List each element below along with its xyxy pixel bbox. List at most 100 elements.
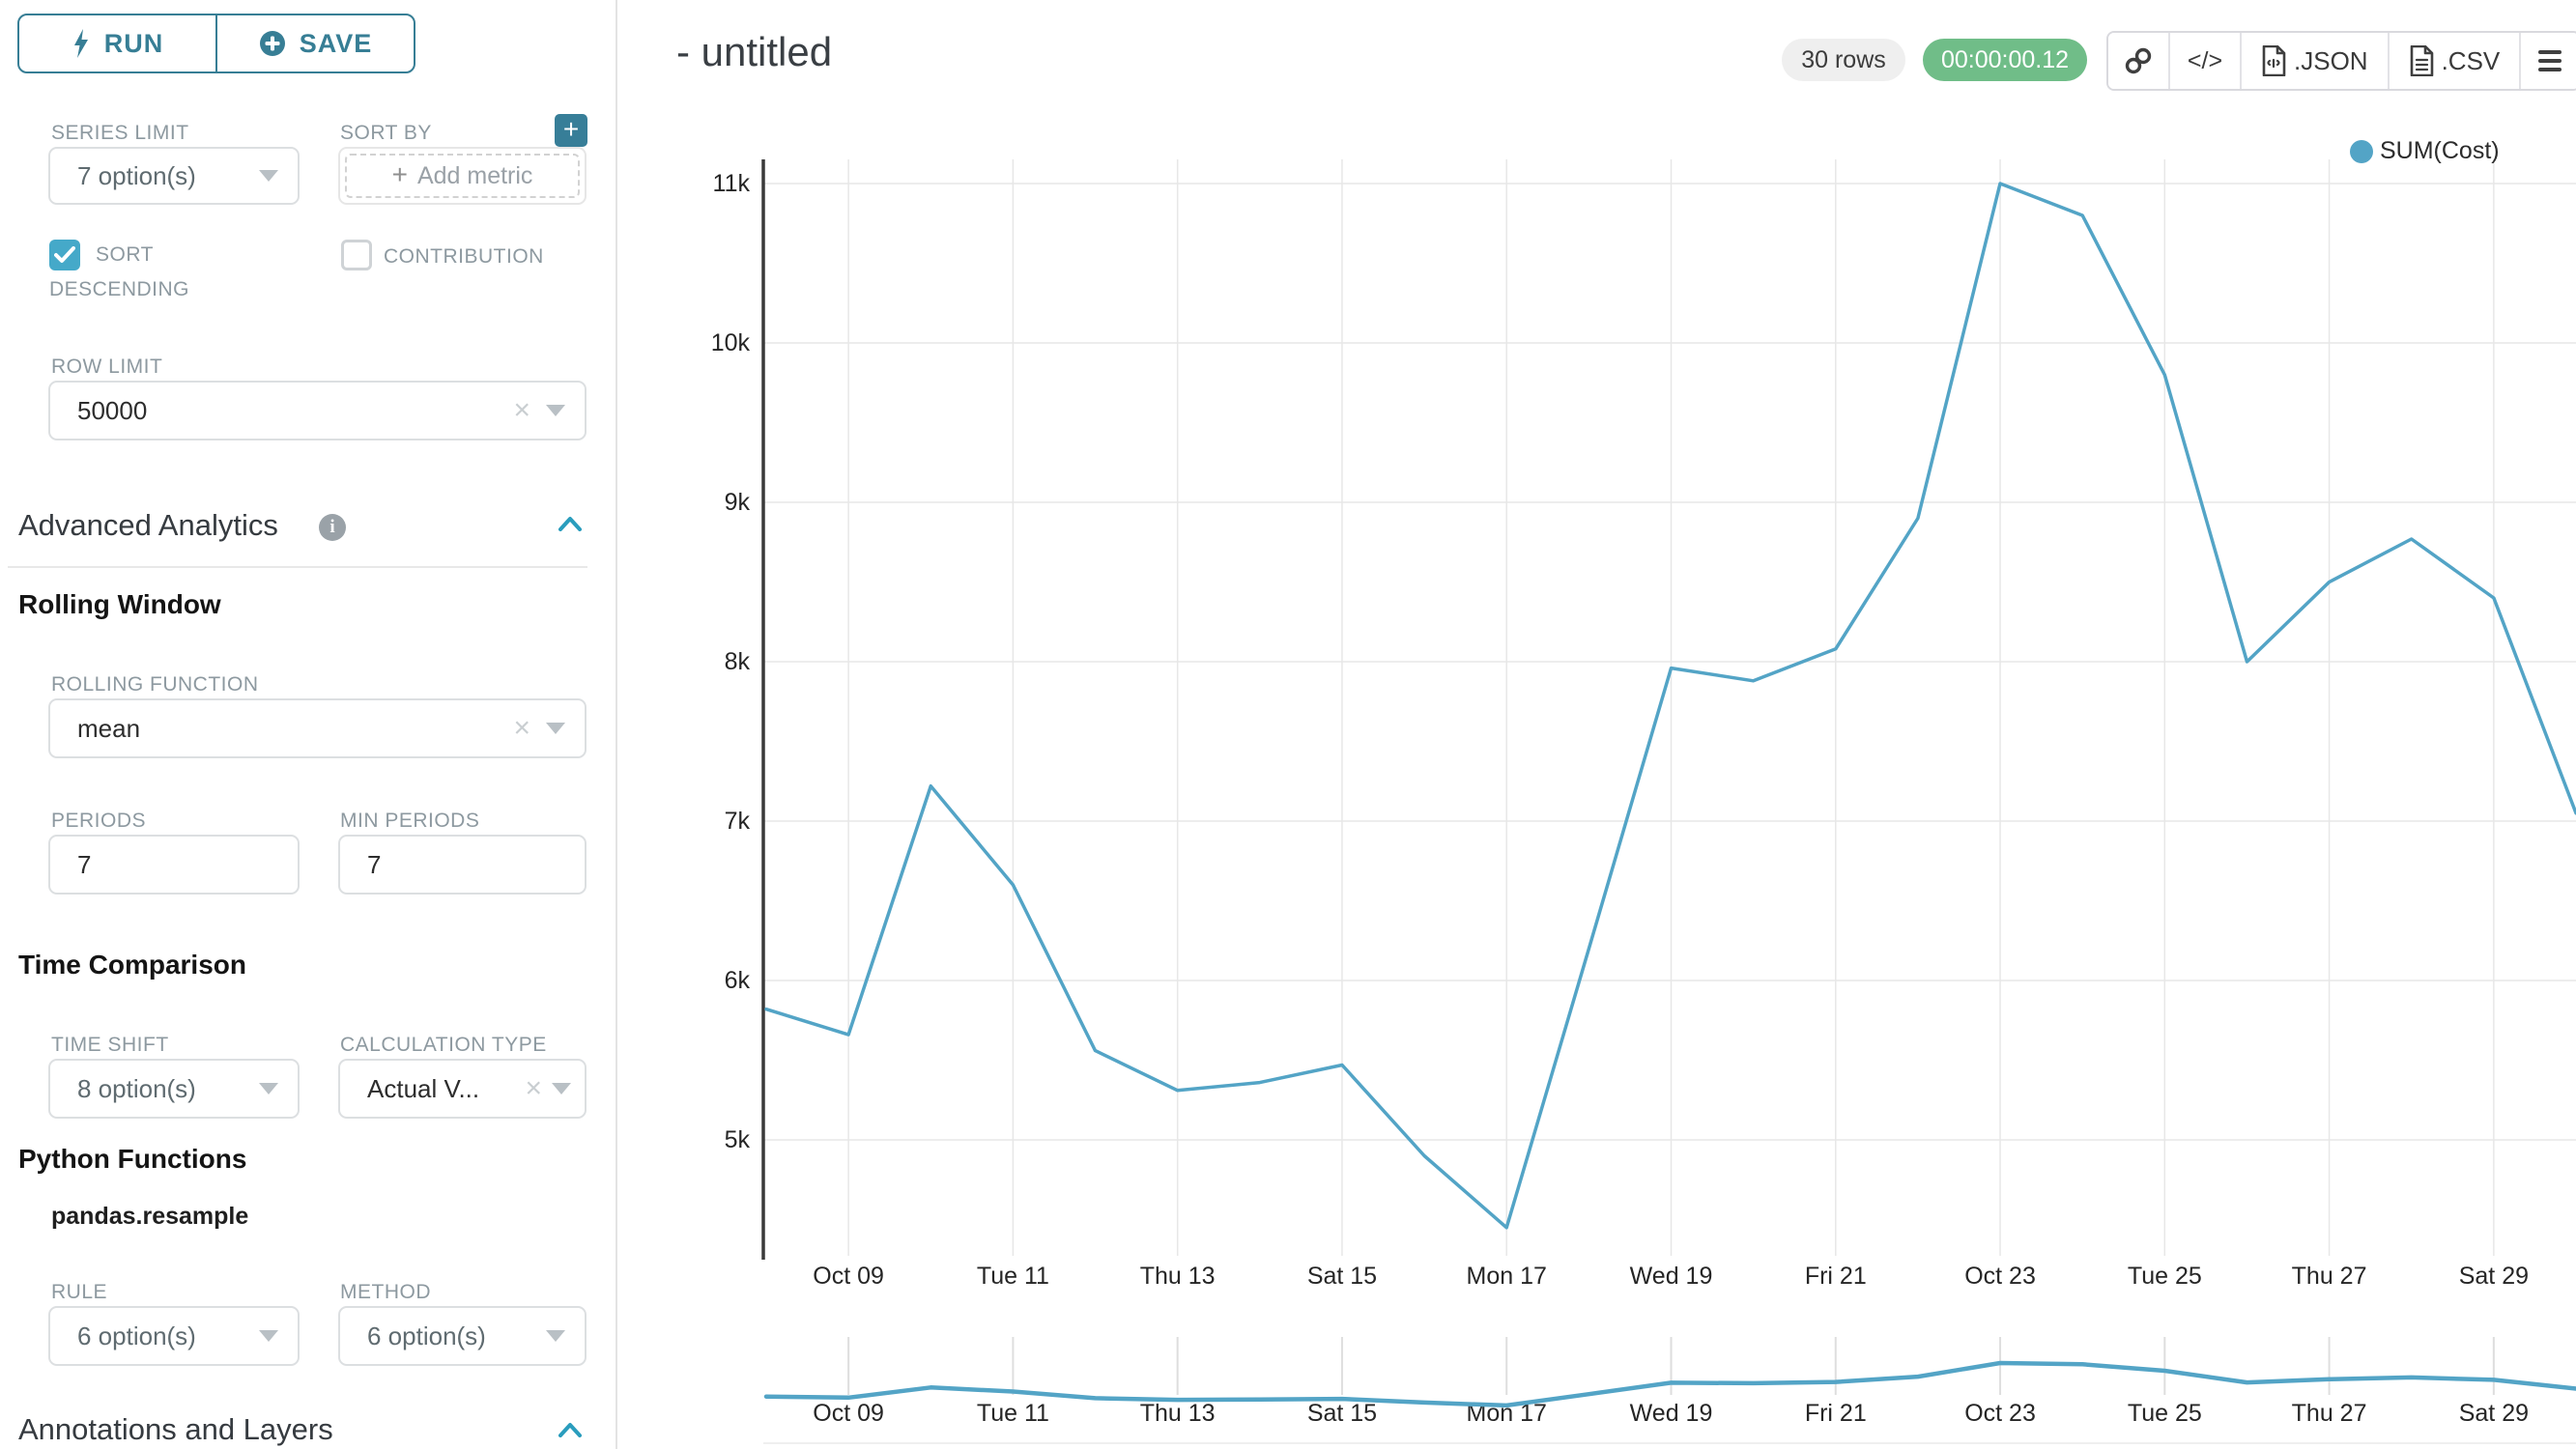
chart-title[interactable]: - untitled: [676, 29, 833, 74]
rolling-function-label: ROLLING FUNCTION: [51, 673, 259, 696]
y-axis-tick-label: 5k: [724, 1126, 750, 1153]
y-axis-tick-label: 9k: [724, 489, 750, 516]
run-button[interactable]: RUN: [19, 15, 217, 71]
collapse-chevron-icon[interactable]: [558, 516, 582, 531]
mini-x-tick-label: Thu 27: [2291, 1400, 2367, 1427]
x-axis-tick-label: Oct 23: [1964, 1263, 2036, 1290]
method-label: METHOD: [340, 1281, 431, 1303]
x-axis-tick-label: Oct 09: [813, 1263, 884, 1290]
legend-label: SUM(Cost): [2380, 137, 2500, 164]
series-line: [764, 182, 2576, 1230]
x-axis-tick-label: Sat 29: [2458, 1263, 2529, 1290]
x-axis-tick-label: Thu 27: [2291, 1263, 2367, 1290]
periods-input[interactable]: [48, 835, 300, 895]
x-axis-tick-label: Thu 13: [1139, 1263, 1216, 1290]
export-json-button[interactable]: .JSON: [2242, 33, 2390, 89]
y-axis-tick-label: 11k: [712, 170, 750, 197]
rule-label: RULE: [51, 1281, 108, 1303]
min-periods-input[interactable]: [338, 835, 587, 895]
y-axis-tick-label: 8k: [724, 648, 750, 675]
row-limit-select[interactable]: 50000 ×: [48, 381, 587, 440]
query-time-badge: 00:00:00.12: [1923, 39, 2087, 81]
legend-dot-icon: [2350, 139, 2373, 163]
mini-x-tick-label: Tue 25: [2127, 1400, 2202, 1427]
caret-down-icon: [546, 405, 565, 416]
row-count-badge: 30 rows: [1782, 39, 1905, 81]
caret-down-icon: [259, 1330, 278, 1342]
export-csv-button[interactable]: .CSV: [2389, 33, 2522, 89]
mini-x-tick-label: Fri 21: [1804, 1400, 1867, 1427]
caret-down-icon: [552, 1083, 571, 1094]
lightning-icon: [73, 29, 88, 58]
check-icon: [54, 246, 75, 263]
time-shift-label: TIME SHIFT: [51, 1034, 169, 1056]
menu-icon: [2538, 50, 2562, 54]
collapse-chevron-icon[interactable]: [558, 1422, 582, 1437]
sort-descending-label-2: DESCENDING: [49, 278, 190, 300]
x-axis-tick-label: Mon 17: [1466, 1263, 1547, 1290]
contribution-checkbox[interactable]: [341, 240, 372, 270]
mini-x-tick-label: Oct 23: [1964, 1400, 2036, 1427]
time-comparison-heading: Time Comparison: [18, 950, 246, 980]
json-file-icon: [2262, 45, 2286, 76]
series-limit-label: SERIES LIMIT: [51, 122, 189, 144]
copy-link-button[interactable]: [2108, 33, 2170, 89]
python-functions-heading: Python Functions: [18, 1144, 247, 1174]
method-select[interactable]: 6 option(s): [338, 1306, 587, 1366]
mini-x-tick-label: Sat 15: [1306, 1400, 1378, 1427]
mini-chart-brush[interactable]: [763, 1337, 2576, 1410]
legend[interactable]: SUM(Cost): [2350, 137, 2500, 165]
run-save-group: RUN SAVE: [17, 14, 415, 73]
export-toolbar: </> .JSON .CSV: [2106, 31, 2576, 91]
caret-down-icon: [546, 723, 565, 734]
calculation-type-label: CALCULATION TYPE: [340, 1034, 547, 1056]
y-axis-tick-label: 7k: [724, 808, 750, 835]
sort-descending-label: SORT: [96, 243, 154, 266]
mini-x-tick-label: Wed 19: [1629, 1400, 1713, 1427]
x-axis-tick-label: Tue 25: [2127, 1263, 2202, 1290]
info-icon[interactable]: i: [319, 514, 346, 541]
csv-file-icon: [2410, 45, 2433, 76]
mini-series-line: [763, 1360, 2576, 1408]
plus-icon: +: [391, 158, 408, 189]
y-axis-tick-label: 6k: [724, 967, 750, 994]
contribution-label: CONTRIBUTION: [384, 245, 544, 268]
x-axis-tick-label: Tue 11: [976, 1263, 1049, 1290]
pandas-resample-label: pandas.resample: [51, 1203, 249, 1230]
periods-label: PERIODS: [51, 810, 147, 832]
advanced-analytics-header[interactable]: Advanced Analytics: [18, 508, 278, 542]
menu-icon: [2538, 59, 2562, 63]
x-axis-tick-label: Sat 15: [1306, 1263, 1378, 1290]
plus-icon: +: [562, 114, 580, 144]
menu-icon: [2538, 68, 2562, 71]
sort-by-field[interactable]: + Add metric: [338, 147, 587, 205]
clear-icon[interactable]: ×: [513, 394, 530, 426]
time-shift-select[interactable]: 8 option(s): [48, 1059, 300, 1119]
rolling-window-heading: Rolling Window: [18, 589, 221, 619]
annotations-layers-header[interactable]: Annotations and Layers: [18, 1412, 333, 1446]
section-divider: [8, 566, 587, 568]
caret-down-icon: [259, 1083, 278, 1094]
sort-descending-checkbox[interactable]: [49, 240, 80, 270]
row-limit-label: ROW LIMIT: [51, 355, 163, 378]
mini-x-tick-label: Thu 13: [1139, 1400, 1216, 1427]
view-query-button[interactable]: </>: [2170, 33, 2242, 89]
code-icon: </>: [2187, 46, 2223, 74]
clear-icon[interactable]: ×: [525, 1072, 542, 1104]
mini-x-tick-label: Sat 29: [2458, 1400, 2529, 1427]
series-limit-select[interactable]: 7 option(s): [48, 147, 300, 205]
sort-by-label: SORT BY: [340, 122, 432, 144]
caret-down-icon: [546, 1330, 565, 1342]
save-button[interactable]: SAVE: [217, 15, 414, 71]
mini-x-tick-label: Oct 09: [813, 1400, 884, 1427]
more-options-button[interactable]: [2521, 33, 2576, 89]
clear-icon[interactable]: ×: [513, 712, 530, 744]
add-sort-metric-button[interactable]: +: [555, 114, 587, 147]
rolling-function-select[interactable]: mean ×: [48, 698, 587, 758]
plus-circle-icon: [259, 31, 285, 56]
y-axis-tick-label: 10k: [710, 329, 750, 356]
calculation-type-select[interactable]: Actual V... ×: [338, 1059, 587, 1119]
x-axis-tick-label: Wed 19: [1629, 1263, 1713, 1290]
rule-select[interactable]: 6 option(s): [48, 1306, 300, 1366]
control-panel: RUN SAVE SERIES LIMIT SORT BY + 7 option…: [0, 0, 617, 1449]
